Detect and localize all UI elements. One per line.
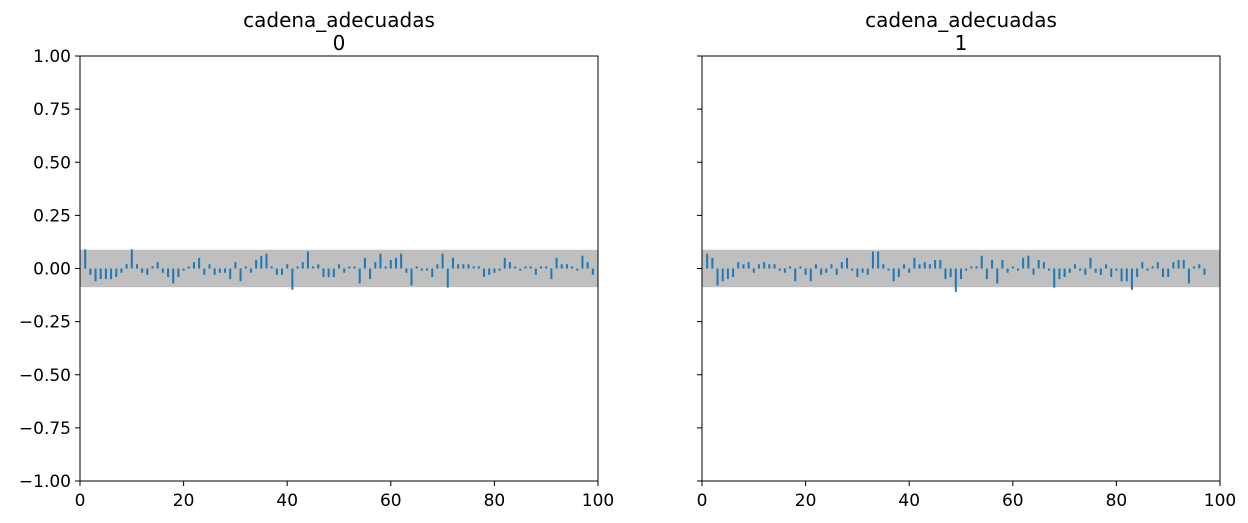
x-tick-label: 60 <box>380 491 402 511</box>
y-tick-label: 0.25 <box>33 206 71 226</box>
y-tick-label: −0.75 <box>19 419 71 439</box>
x-tick-label: 80 <box>484 491 506 511</box>
x-tick-label: 0 <box>697 491 708 511</box>
x-tick-label: 100 <box>1204 491 1236 511</box>
x-tick-label: 20 <box>795 491 817 511</box>
chart-title: cadena_adecuadas <box>865 8 1057 32</box>
y-tick-label: 0.50 <box>33 153 71 173</box>
x-tick-label: 0 <box>75 491 86 511</box>
y-tick-label: 0.00 <box>33 260 71 280</box>
x-tick-label: 40 <box>276 491 298 511</box>
y-tick-label: 0.75 <box>33 100 71 120</box>
x-tick-label: 60 <box>1002 491 1024 511</box>
chart-subtitle: 1 <box>955 31 968 55</box>
x-tick-label: 100 <box>582 491 614 511</box>
x-tick-label: 80 <box>1106 491 1128 511</box>
chart-subtitle: 0 <box>333 31 346 55</box>
acf-panel-0: −1.00 −0.75 −0.50 −0.25 0.00 0.25 0.50 0.75 1.00… <box>19 8 614 511</box>
y-tick-label: −0.50 <box>19 366 71 386</box>
y-tick-label: −0.25 <box>19 313 71 333</box>
x-tick-label: 20 <box>173 491 195 511</box>
y-tick-label: 1.00 <box>33 47 71 67</box>
chart-title: cadena_adecuadas <box>243 8 435 32</box>
x-tick-label: 40 <box>898 491 920 511</box>
y-tick-label: −1.00 <box>19 472 71 492</box>
